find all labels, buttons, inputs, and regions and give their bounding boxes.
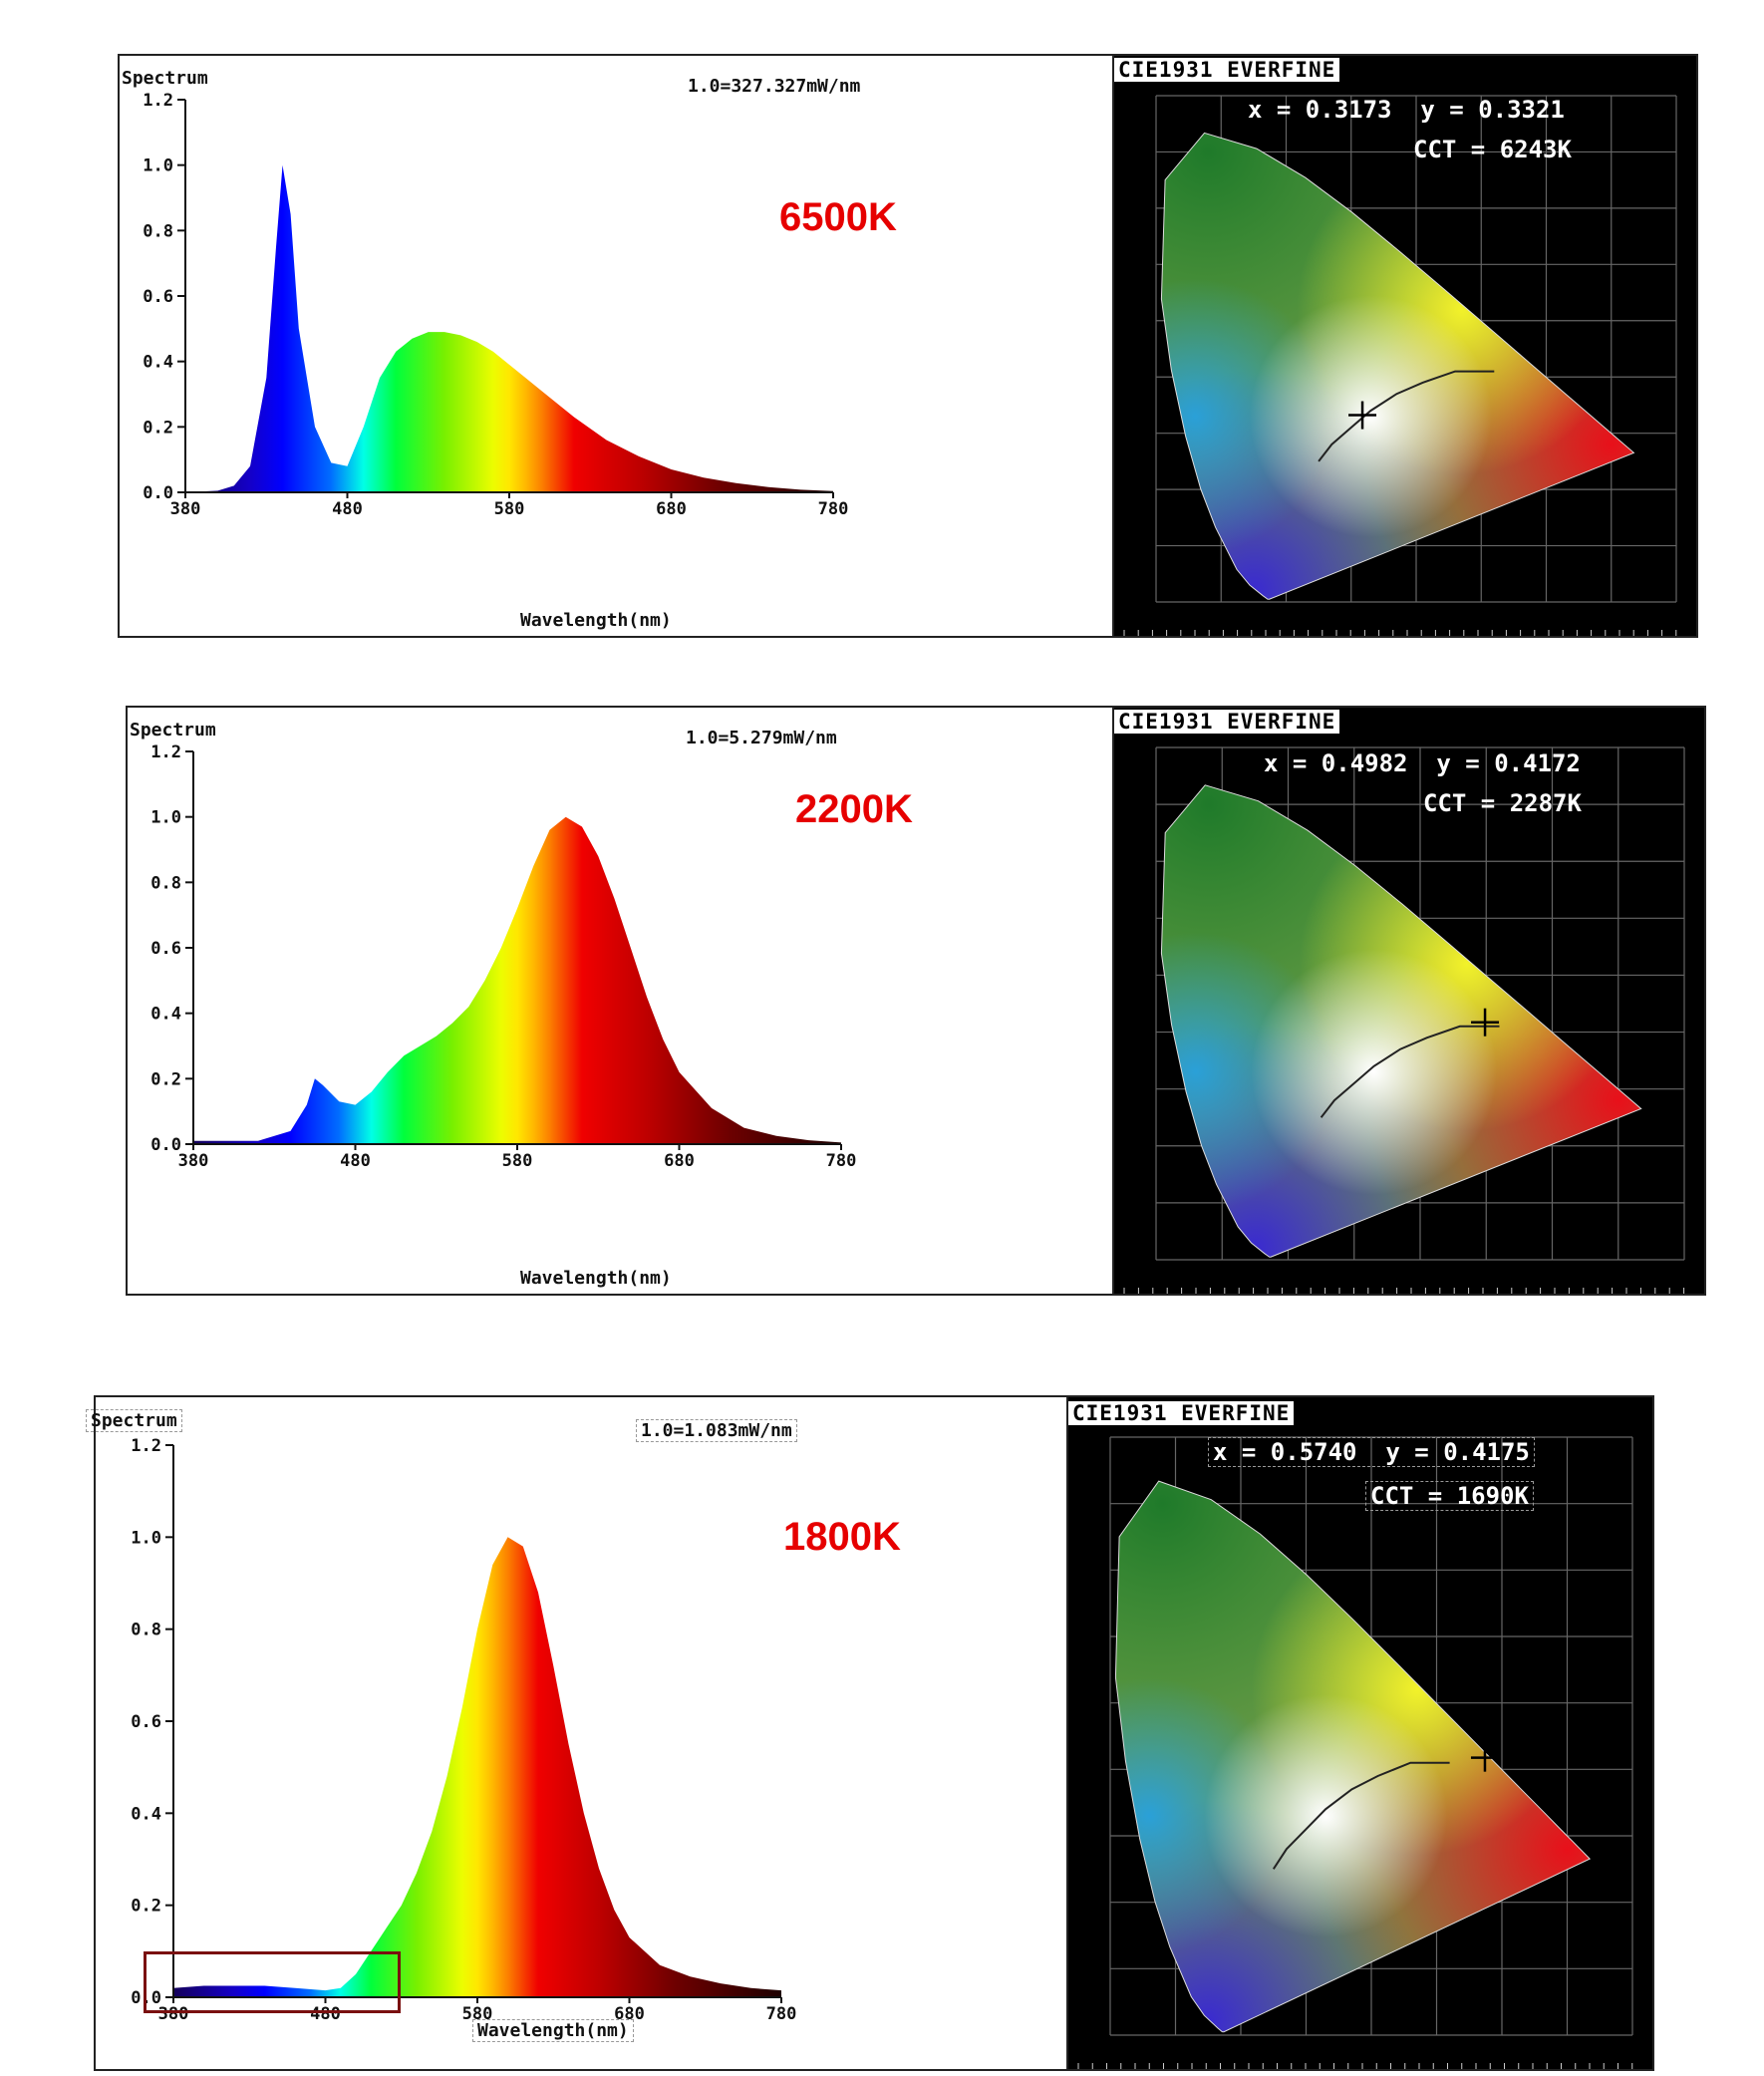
x-tick-label: 580	[502, 1151, 533, 1171]
x-tick-label: 780	[766, 2004, 797, 2024]
x-tick-label: 480	[340, 1151, 371, 1171]
x-tick-label: 380	[178, 1151, 209, 1171]
spectrum-chart: 0.0 0.2 0.4 0.6 0.8 1.0 1.2 380 480 580 680 780 Spe…	[126, 706, 1114, 1296]
y-tick-label: 0.6	[131, 1712, 161, 1732]
cie-chromaticity-diagram: CIE1931 EVERFINE x = 0.3173 y = 0.3321 C…	[1112, 54, 1698, 638]
x-axis-label: Wavelength(nm)	[520, 1268, 672, 1289]
y-tick-label: 0.0	[143, 483, 173, 503]
chromaticity-marker	[1348, 401, 1377, 430]
cie-chromaticity-diagram: CIE1931 EVERFINE x = 0.4982 y = 0.4172 C…	[1112, 706, 1706, 1296]
y-tick-label: 0.4	[150, 1005, 181, 1025]
y-tick-label: 0.8	[150, 873, 181, 893]
spectrum-chart: 0.0 0.2 0.4 0.6 0.8 1.0 1.2 380 480 580 680 780 Spe…	[118, 54, 1114, 638]
cie-color-gamut	[1161, 784, 1641, 1258]
y-tick-label: 0.4	[131, 1804, 161, 1824]
x-tick-label: 480	[332, 499, 363, 519]
y-tick-label: 0.0	[150, 1135, 181, 1155]
cie-color-gamut	[1161, 133, 1634, 600]
spectrum-area	[185, 164, 833, 492]
cie-chromaticity-diagram: CIE1931 EVERFINE x = 0.5740 y = 0.4175 C…	[1066, 1395, 1654, 2071]
spectrum-title: Spectrum	[130, 720, 216, 741]
highlight-box-380-480	[144, 1951, 401, 2013]
scale-label: 1.0=1.083mW/nm	[636, 1419, 797, 1442]
spectrum-title: Spectrum	[86, 1409, 182, 1432]
x-tick-label: 680	[664, 1151, 695, 1171]
y-tick-label: 1.0	[143, 156, 173, 176]
cie-title: CIE1931 EVERFINE	[1114, 710, 1340, 734]
cie-cct-readout: CCT = 2287K	[1423, 789, 1582, 817]
y-tick-label: 1.2	[131, 1436, 161, 1456]
y-tick-label: 0.2	[150, 1069, 181, 1089]
y-tick-label: 0.6	[143, 287, 173, 307]
planckian-locus	[1320, 1025, 1500, 1118]
planckian-locus	[1318, 370, 1495, 462]
spectrum-area	[173, 1537, 781, 1997]
spectrum-area	[193, 816, 841, 1144]
spectral-locus	[1160, 132, 1635, 600]
x-tick-label: 780	[818, 499, 849, 519]
cie-cct-readout: CCT = 1690K	[1365, 1481, 1534, 1511]
cct-label: 6500K	[779, 195, 897, 239]
x-tick-label: 780	[826, 1151, 857, 1171]
chromaticity-marker	[1471, 1008, 1500, 1037]
x-tick-label: 580	[494, 499, 525, 519]
cie-cct-readout: CCT = 6243K	[1413, 136, 1572, 163]
cie-title: CIE1931 EVERFINE	[1114, 58, 1340, 82]
y-tick-label: 0.2	[131, 1897, 161, 1917]
y-tick-label: 0.4	[143, 353, 173, 373]
cie-title: CIE1931 EVERFINE	[1068, 1401, 1295, 1425]
y-tick-label: 0.2	[143, 418, 173, 438]
y-tick-label: 0.8	[131, 1621, 161, 1640]
y-tick-label: 0.8	[143, 221, 173, 241]
chromaticity-marker	[1470, 1743, 1499, 1772]
x-axis-label: Wavelength(nm)	[520, 610, 672, 631]
cct-label: 1800K	[783, 1515, 901, 1559]
cct-label: 2200K	[795, 787, 913, 831]
spectrum-chart: 0.0 0.2 0.4 0.6 0.8 1.0 1.2 380 480 580 680 780 Spe…	[86, 1395, 1068, 2071]
cie-border-ticks	[1077, 2063, 1633, 2069]
planckian-locus	[1272, 1761, 1450, 1870]
y-tick-label: 1.2	[150, 742, 181, 762]
x-tick-label: 480	[310, 2004, 341, 2024]
y-tick-label: 1.0	[150, 808, 181, 828]
y-tick-label: 1.0	[131, 1528, 161, 1548]
y-tick-label: 0.6	[150, 939, 181, 959]
x-tick-label: 380	[170, 499, 201, 519]
cie-xy-readout: x = 0.3173 y = 0.3321	[1248, 96, 1565, 124]
y-tick-label: 1.2	[143, 91, 173, 111]
x-axis-label: Wavelength(nm)	[472, 2019, 634, 2042]
cie-border-ticks	[1123, 630, 1677, 636]
spectral-locus	[1114, 1480, 1592, 2033]
cie-color-gamut	[1115, 1481, 1591, 2032]
scale-label: 1.0=5.279mW/nm	[686, 728, 837, 748]
scale-label: 1.0=327.327mW/nm	[688, 76, 861, 97]
spectral-locus	[1160, 784, 1642, 1258]
spectrum-title: Spectrum	[122, 68, 208, 89]
x-tick-label: 680	[656, 499, 687, 519]
cie-xy-readout: x = 0.5740 y = 0.4175	[1208, 1437, 1535, 1467]
cie-xy-readout: x = 0.4982 y = 0.4172	[1264, 749, 1581, 777]
x-tick-label: 380	[158, 2004, 189, 2024]
cie-border-ticks	[1123, 1288, 1685, 1294]
